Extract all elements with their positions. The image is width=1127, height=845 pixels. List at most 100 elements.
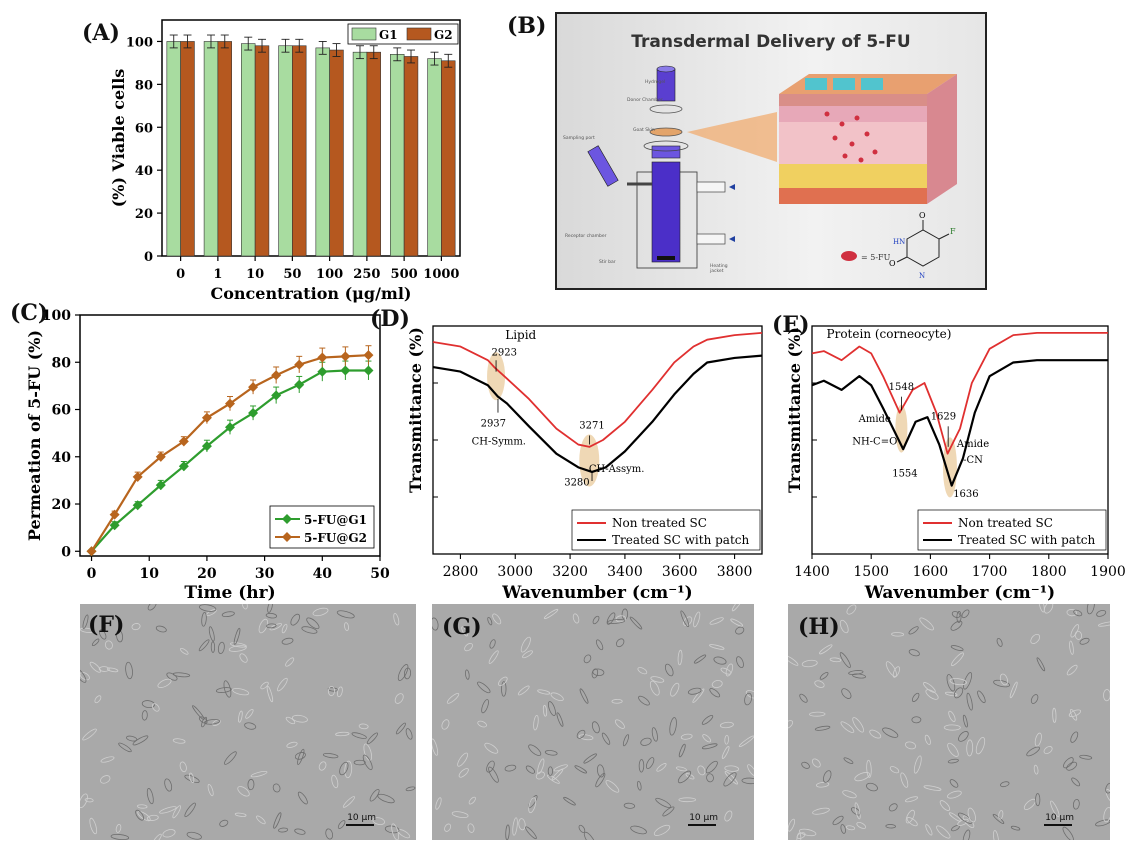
peak-annotation: 1629 xyxy=(931,411,956,422)
y-tick-label: 100 xyxy=(42,308,71,324)
y-tick-label: 80 xyxy=(52,355,72,371)
fu-drop-icon xyxy=(841,251,857,261)
svg-text:= 5-FU: = 5-FU xyxy=(861,253,891,262)
svg-text:HN: HN xyxy=(893,238,905,246)
svg-text:O: O xyxy=(889,259,896,268)
panel-g-label: (G) xyxy=(442,614,482,640)
y-tick-label: 80 xyxy=(135,78,153,93)
x-tick-label: 3400 xyxy=(607,564,643,580)
spectrum-1 xyxy=(432,354,763,474)
x-tick-label: 30 xyxy=(255,566,275,582)
data-point xyxy=(178,461,189,472)
ftir-lipid-chart: 2800 3000 3200 3400 3600 3800 2923 2937 CH-Symm.… xyxy=(406,325,763,603)
legend-label: G1 xyxy=(379,28,398,42)
bar-g2 xyxy=(441,60,456,257)
peak-annotation: -CN xyxy=(963,455,983,466)
bar-g2 xyxy=(403,56,419,257)
y-tick-label: 100 xyxy=(126,35,153,50)
data-point xyxy=(225,398,235,409)
bar-g2 xyxy=(329,49,344,257)
peak-annotation: NH-C=O xyxy=(852,437,897,448)
panel-c-label: (C) xyxy=(10,300,49,326)
panel-d-label: (D) xyxy=(370,306,410,332)
legend-box xyxy=(917,509,1107,551)
x-tick-label: 10 xyxy=(139,566,159,582)
x-tick-label: 3200 xyxy=(552,564,588,580)
legend-label: G2 xyxy=(434,28,453,42)
x-tick-label: 2800 xyxy=(443,564,479,580)
spectrum-0 xyxy=(432,331,763,448)
bar-g1 xyxy=(390,54,405,257)
legend-label: Non treated SC xyxy=(612,516,707,530)
y-tick-label: 0 xyxy=(61,544,71,560)
peak-highlight xyxy=(579,434,600,487)
micrograph-f: (F) 10 μm xyxy=(80,604,416,840)
transdermal-schematic: Transdermal Delivery of 5-FU xyxy=(555,12,987,290)
y-tick-label: 20 xyxy=(52,497,72,513)
x-axis-label: Time (hr) xyxy=(184,583,275,603)
svg-text:N: N xyxy=(919,272,925,280)
x-tick-label: 0 xyxy=(176,267,185,282)
x-tick-label: 1700 xyxy=(972,564,1008,580)
x-tick-label: 3000 xyxy=(497,564,533,580)
y-axis-label: Transmittance (%) xyxy=(785,327,804,493)
x-tick-label: 50 xyxy=(283,267,301,282)
micrograph-h: (H) 10 μm xyxy=(788,604,1110,840)
chart-title: Protein (corneocyte) xyxy=(827,327,952,341)
spectrum-0 xyxy=(811,331,1108,455)
svg-text:O: O xyxy=(919,211,926,220)
peak-annotation: 1554 xyxy=(892,468,917,479)
bar-g1 xyxy=(278,45,293,257)
x-tick-label: 1000 xyxy=(423,267,459,282)
svg-text:F: F xyxy=(950,227,956,236)
x-axis-label: Wavenumber (cm⁻¹) xyxy=(501,583,692,603)
data-point xyxy=(132,471,143,482)
data-point xyxy=(178,436,189,447)
panel-a-label: (A) xyxy=(82,20,120,46)
x-tick-label: 1600 xyxy=(913,564,949,580)
bar-g1 xyxy=(315,47,330,257)
cell-texture xyxy=(80,604,416,840)
data-point xyxy=(155,451,166,462)
x-axis-label: Wavenumber (cm⁻¹) xyxy=(864,583,1055,603)
data-point xyxy=(225,422,235,433)
data-point xyxy=(363,365,374,376)
data-point xyxy=(109,509,120,520)
data-point xyxy=(155,480,166,491)
data-point xyxy=(248,382,259,393)
x-tick-label: 1500 xyxy=(853,564,889,580)
y-tick-label: 60 xyxy=(135,121,153,136)
scale-bar-g: 10 μm xyxy=(689,813,718,823)
plot-frame xyxy=(79,314,381,557)
cell-texture xyxy=(788,604,1110,840)
data-point xyxy=(340,351,351,362)
panel-b-label: (B) xyxy=(507,13,547,39)
peak-annotation: 3280 xyxy=(564,478,589,489)
permeation-line-chart: 0 20 40 60 80 100 0 10 20 30 40 50 Time (hr) Permeati… xyxy=(25,308,390,603)
y-tick-label: 20 xyxy=(135,207,153,222)
data-point xyxy=(86,546,97,557)
data-point xyxy=(294,359,305,370)
peak-annotation: 1636 xyxy=(953,489,978,500)
cell-texture xyxy=(432,604,754,840)
x-tick-label: 500 xyxy=(391,267,418,282)
bar-g1 xyxy=(166,41,181,257)
peak-annotation: 2937 xyxy=(481,418,506,429)
legend-label: Non treated SC xyxy=(958,516,1053,530)
bar-g2 xyxy=(254,45,270,257)
plot-frame xyxy=(161,19,461,257)
x-tick-label: 40 xyxy=(313,566,333,582)
legend-label: Treated SC with patch xyxy=(612,533,749,547)
bar-g1 xyxy=(427,58,442,257)
y-tick-label: 40 xyxy=(135,164,153,179)
data-point xyxy=(363,350,374,361)
scale-bar-f: 10 μm xyxy=(347,813,376,823)
legend-swatch xyxy=(351,27,377,41)
bar-g2 xyxy=(366,51,381,257)
data-point xyxy=(294,379,305,390)
y-tick-label: 40 xyxy=(52,450,72,466)
legend-swatch xyxy=(406,27,432,41)
y-axis-label: Permeation of 5-FU (%) xyxy=(25,330,44,541)
data-point xyxy=(248,408,259,419)
x-tick-label: 100 xyxy=(316,267,343,282)
